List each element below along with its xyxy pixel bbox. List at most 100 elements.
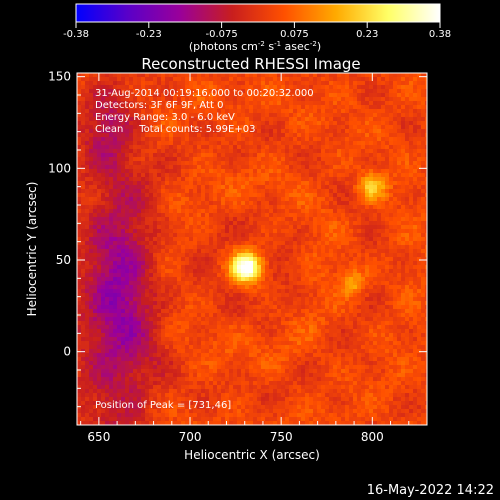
heatmap-cell xyxy=(241,249,246,254)
heatmap-cell xyxy=(81,225,86,230)
heatmap-cell xyxy=(313,165,318,170)
heatmap-cell xyxy=(385,189,390,194)
heatmap-cell xyxy=(193,225,198,230)
heatmap-cell xyxy=(181,97,186,102)
heatmap-cell xyxy=(353,121,358,126)
heatmap-cell xyxy=(121,73,126,78)
heatmap-cell xyxy=(409,89,414,94)
heatmap-cell xyxy=(153,157,158,162)
heatmap-cell xyxy=(149,105,154,110)
heatmap-cell xyxy=(117,113,122,118)
heatmap-cell xyxy=(313,73,318,78)
heatmap-cell xyxy=(193,197,198,202)
heatmap-cell xyxy=(133,117,138,122)
heatmap-cell xyxy=(149,113,154,118)
heatmap-cell xyxy=(93,153,98,158)
heatmap-cell xyxy=(173,133,178,138)
heatmap-cell xyxy=(141,161,146,166)
heatmap-cell xyxy=(201,225,206,230)
heatmap-cell xyxy=(389,181,394,186)
heatmap-cell xyxy=(293,177,298,182)
heatmap-cell xyxy=(177,297,182,302)
heatmap-cell xyxy=(137,253,142,258)
heatmap-cell xyxy=(245,117,250,122)
heatmap-cell xyxy=(173,277,178,282)
heatmap-cell xyxy=(145,141,150,146)
heatmap-cell xyxy=(93,225,98,230)
heatmap-cell xyxy=(77,205,82,210)
heatmap-cell xyxy=(161,261,166,266)
heatmap-cell xyxy=(377,269,382,274)
heatmap-cell xyxy=(97,217,102,222)
heatmap-cell xyxy=(381,189,386,194)
heatmap-cell xyxy=(173,149,178,154)
heatmap-cell xyxy=(333,277,338,282)
heatmap-cell xyxy=(105,85,110,90)
heatmap-cell xyxy=(149,97,154,102)
heatmap-cell xyxy=(145,205,150,210)
heatmap-cell xyxy=(401,129,406,134)
heatmap-cell xyxy=(305,221,310,226)
heatmap-cell xyxy=(253,297,258,302)
heatmap-cell xyxy=(101,253,106,258)
heatmap-cell xyxy=(349,97,354,102)
heatmap-cell xyxy=(185,261,190,266)
heatmap-cell xyxy=(173,141,178,146)
heatmap-cell xyxy=(121,145,126,150)
heatmap-cell xyxy=(97,101,102,106)
heatmap-cell xyxy=(381,225,386,230)
heatmap-cell xyxy=(337,221,342,226)
heatmap-cell xyxy=(345,225,350,230)
heatmap-cell xyxy=(213,241,218,246)
heatmap-cell xyxy=(237,249,242,254)
heatmap-cell xyxy=(257,97,262,102)
heatmap-cell xyxy=(169,297,174,302)
heatmap-cell xyxy=(321,133,326,138)
heatmap-cell xyxy=(101,261,106,266)
heatmap-cell xyxy=(125,241,130,246)
heatmap-cell xyxy=(149,221,154,226)
heatmap-cell xyxy=(249,189,254,194)
heatmap-cell xyxy=(273,257,278,262)
heatmap-cell xyxy=(409,265,414,270)
heatmap-cell xyxy=(225,253,230,258)
heatmap-cell xyxy=(157,149,162,154)
heatmap-cell xyxy=(389,237,394,242)
heatmap-cell xyxy=(249,181,254,186)
heatmap-cell xyxy=(161,189,166,194)
heatmap-cell xyxy=(377,85,382,90)
heatmap-cell xyxy=(417,117,422,122)
heatmap-cell xyxy=(285,101,290,106)
heatmap-cell xyxy=(165,129,170,134)
heatmap-cell xyxy=(329,225,334,230)
heatmap-cell xyxy=(353,169,358,174)
heatmap-cell xyxy=(157,161,162,166)
heatmap-cell xyxy=(173,101,178,106)
heatmap-cell xyxy=(397,281,402,286)
heatmap-cell xyxy=(241,137,246,142)
heatmap-cell xyxy=(185,217,190,222)
heatmap-cell xyxy=(201,201,206,206)
heatmap-cell xyxy=(321,113,326,118)
heatmap-cell xyxy=(281,133,286,138)
heatmap-cell xyxy=(413,201,418,206)
heatmap-cell xyxy=(261,213,266,218)
heatmap-cell xyxy=(265,249,270,254)
heatmap-cell xyxy=(209,137,214,142)
heatmap-cell xyxy=(117,289,122,294)
heatmap-cell xyxy=(377,137,382,142)
heatmap-cell xyxy=(177,225,182,230)
heatmap-cell xyxy=(197,73,202,78)
heatmap-cell xyxy=(109,225,114,230)
heatmap-cell xyxy=(229,205,234,210)
heatmap-cell xyxy=(361,137,366,142)
heatmap-cell xyxy=(389,229,394,234)
heatmap-cell xyxy=(173,109,178,114)
heatmap-cell xyxy=(261,293,266,298)
heatmap-cell xyxy=(381,241,386,246)
heatmap-cell xyxy=(325,125,330,130)
heatmap-cell xyxy=(141,133,146,138)
heatmap-cell xyxy=(89,77,94,82)
heatmap-cell xyxy=(157,277,162,282)
heatmap-cell xyxy=(357,181,362,186)
